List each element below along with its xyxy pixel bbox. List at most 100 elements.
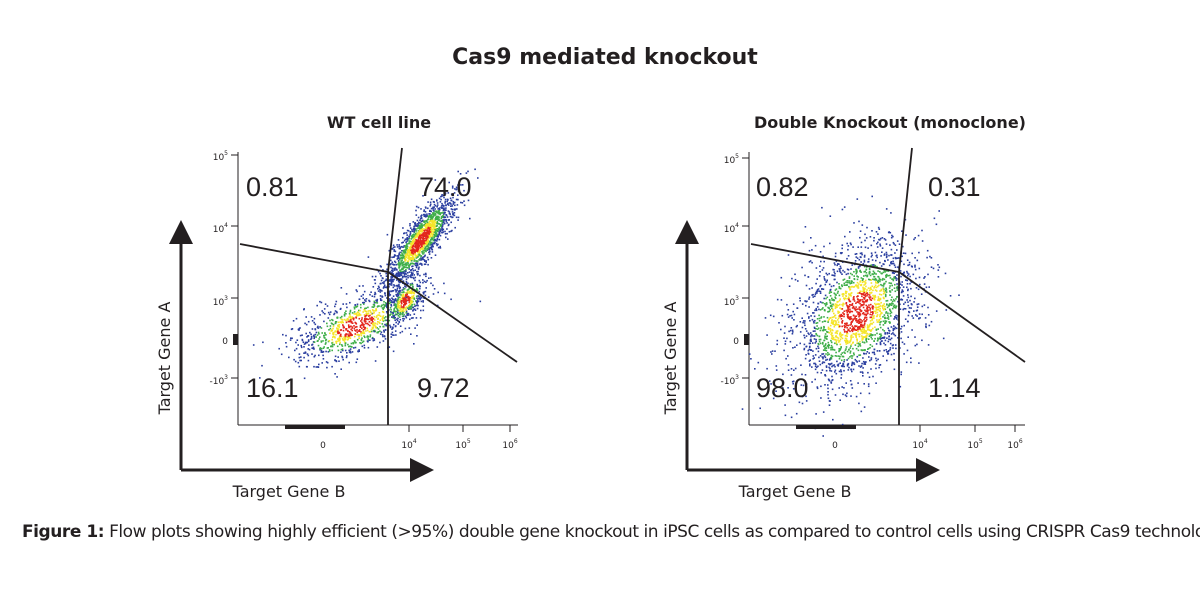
event-dot bbox=[883, 336, 886, 338]
event-dot bbox=[395, 291, 397, 293]
event-dot bbox=[844, 325, 847, 327]
event-dot bbox=[857, 345, 860, 348]
event-dot bbox=[431, 243, 434, 245]
event-dot bbox=[300, 344, 302, 347]
y-axis-label: Target Gene A bbox=[661, 302, 680, 416]
event-dot bbox=[413, 303, 416, 306]
event-dot bbox=[899, 308, 902, 310]
event-dot bbox=[394, 250, 397, 253]
event-dot bbox=[399, 310, 401, 312]
event-dot bbox=[388, 286, 390, 288]
event-dot bbox=[412, 248, 414, 250]
event-dot bbox=[862, 372, 864, 374]
event-dot bbox=[423, 252, 425, 254]
event-dot bbox=[871, 273, 874, 275]
event-dot bbox=[369, 339, 371, 341]
event-dot bbox=[789, 315, 791, 317]
event-dot bbox=[812, 335, 814, 337]
event-dot bbox=[376, 327, 378, 329]
event-dot bbox=[392, 273, 394, 276]
event-dot bbox=[901, 281, 903, 283]
event-dot bbox=[867, 385, 870, 388]
event-dot bbox=[371, 306, 374, 308]
event-dot bbox=[345, 319, 347, 322]
event-dot bbox=[356, 290, 358, 293]
event-dot bbox=[382, 287, 385, 289]
event-dot bbox=[846, 315, 849, 318]
event-dot bbox=[417, 231, 420, 234]
event-dot bbox=[363, 332, 366, 335]
event-dot bbox=[361, 341, 364, 344]
event-dot bbox=[845, 334, 847, 337]
event-dot bbox=[886, 337, 888, 339]
event-dot bbox=[423, 259, 426, 261]
event-dot bbox=[871, 319, 874, 321]
event-dot bbox=[873, 286, 876, 288]
event-dot bbox=[847, 310, 849, 313]
event-dot bbox=[363, 308, 366, 311]
event-dot bbox=[402, 305, 404, 308]
event-dot bbox=[431, 251, 434, 253]
event-dot bbox=[402, 301, 405, 304]
event-dot bbox=[878, 277, 881, 280]
event-dot bbox=[430, 282, 432, 285]
event-dot bbox=[869, 316, 872, 319]
event-dot bbox=[869, 279, 871, 281]
event-dot bbox=[415, 247, 417, 250]
event-dot bbox=[438, 229, 440, 231]
event-dot bbox=[841, 322, 843, 324]
event-dot bbox=[838, 349, 841, 352]
event-dot bbox=[799, 331, 802, 333]
event-dot bbox=[844, 323, 847, 325]
event-dot bbox=[846, 297, 848, 300]
event-dot bbox=[846, 257, 848, 260]
event-dot bbox=[422, 249, 424, 251]
event-dot bbox=[402, 294, 404, 296]
event-dot bbox=[853, 222, 855, 224]
event-dot bbox=[862, 338, 864, 341]
event-dot bbox=[880, 265, 883, 267]
event-dot bbox=[792, 388, 795, 390]
event-dot bbox=[830, 291, 833, 293]
event-dot bbox=[858, 299, 860, 301]
event-dot bbox=[330, 345, 332, 348]
event-dot bbox=[899, 385, 902, 388]
event-dot bbox=[892, 235, 894, 238]
event-dot bbox=[380, 331, 383, 333]
event-dot bbox=[443, 220, 445, 222]
event-dot bbox=[416, 248, 419, 250]
event-dot bbox=[444, 233, 447, 235]
event-dot bbox=[866, 275, 868, 278]
event-dot bbox=[404, 303, 407, 305]
event-dot bbox=[403, 313, 405, 316]
event-dot bbox=[345, 329, 347, 331]
event-dot bbox=[417, 253, 419, 256]
event-dot bbox=[303, 356, 305, 359]
event-dot bbox=[879, 278, 882, 281]
event-dot bbox=[776, 339, 779, 342]
event-dot bbox=[414, 276, 417, 279]
event-dot bbox=[411, 268, 414, 270]
event-dot bbox=[410, 271, 413, 274]
event-dot bbox=[927, 314, 930, 316]
event-dot bbox=[809, 359, 811, 361]
event-dot bbox=[397, 303, 399, 306]
event-dot bbox=[803, 334, 805, 337]
event-dot bbox=[350, 317, 353, 320]
event-dot bbox=[398, 247, 401, 250]
event-dot bbox=[880, 371, 883, 373]
event-dot bbox=[876, 306, 878, 309]
event-dot bbox=[879, 305, 882, 307]
event-dot bbox=[310, 338, 312, 340]
event-dot bbox=[883, 269, 885, 272]
event-dot bbox=[838, 268, 841, 270]
event-dot bbox=[845, 341, 847, 344]
event-dot bbox=[838, 299, 841, 302]
event-dot bbox=[403, 245, 405, 247]
event-dot bbox=[803, 347, 806, 350]
event-dot bbox=[845, 309, 848, 312]
event-dot bbox=[408, 255, 410, 257]
event-dot bbox=[923, 277, 925, 279]
event-dot bbox=[311, 347, 313, 349]
event-dot bbox=[376, 306, 379, 308]
